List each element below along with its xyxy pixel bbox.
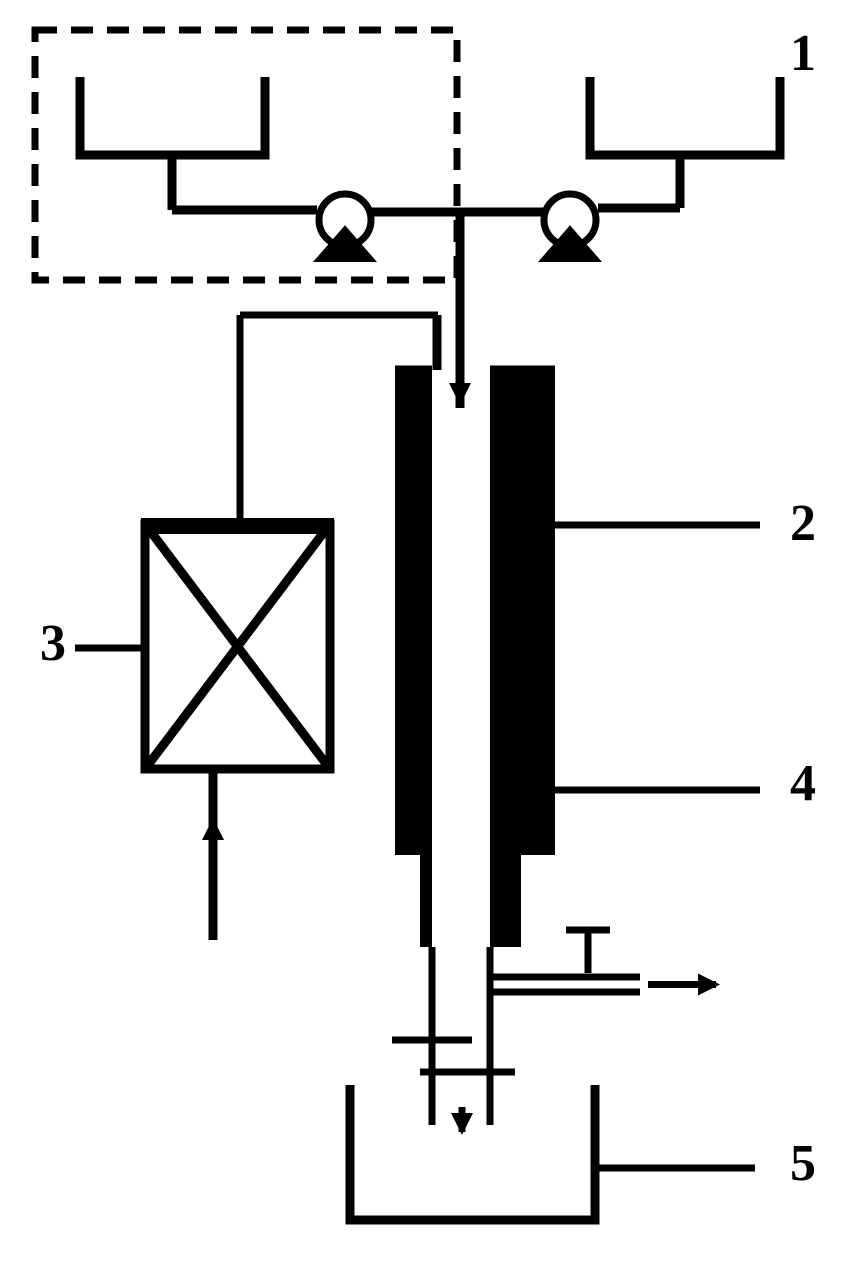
label-4: 4 [790, 755, 816, 812]
label-5: 5 [790, 1135, 816, 1192]
product-tank-5 [350, 1085, 595, 1220]
label-3: 3 [40, 615, 66, 672]
unit-3-topbar [141, 518, 334, 534]
feed-tank-right [590, 77, 780, 155]
label-2: 2 [790, 495, 816, 552]
label-1: 1 [790, 25, 816, 82]
feed-tank-left [80, 77, 265, 155]
